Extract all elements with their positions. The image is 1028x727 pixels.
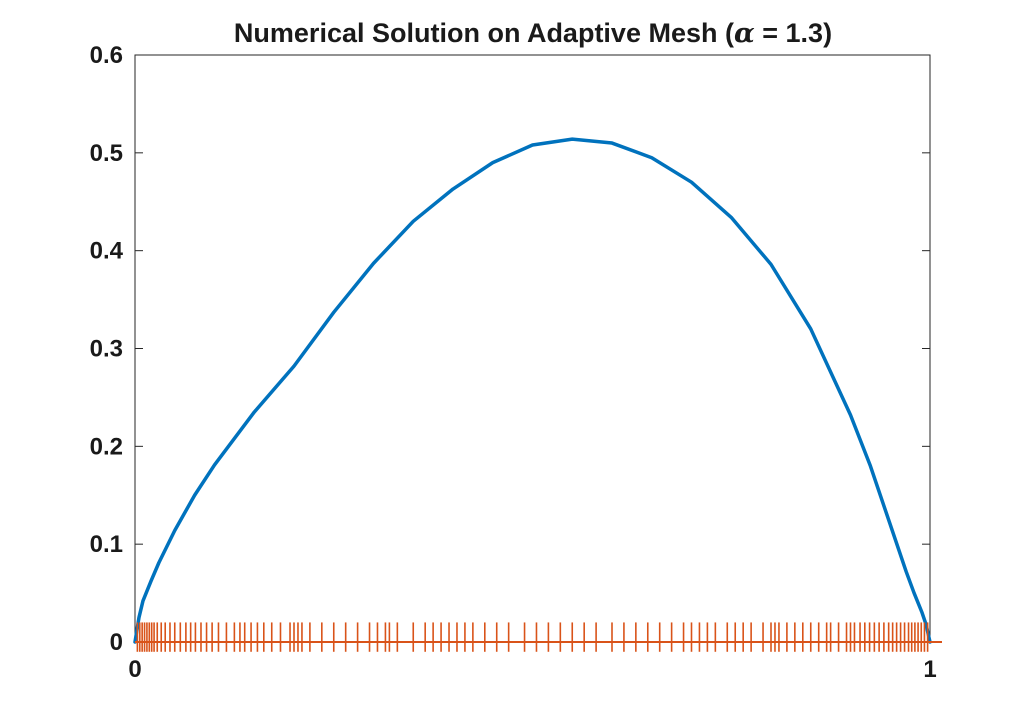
x-tick-label: 1 [923,656,936,683]
y-tick-label: 0.5 [90,140,123,167]
chart-title-symbol: α [734,18,755,49]
chart-title: Numerical Solution on Adaptive Mesh (α =… [234,18,832,49]
y-tick-label: 0.4 [90,238,124,265]
y-tick-label: 0.6 [90,42,123,69]
plot-area: 0 0.1 0.2 0.3 0.4 0.5 0.6 0 1 [90,42,942,683]
solution-curve [133,137,932,644]
y-tick-label: 0.1 [90,531,123,558]
y-tick-label: 0 [110,629,123,656]
chart-title-before: Numerical Solution on Adaptive Mesh ( [234,18,734,48]
chart-title-after: = 1.3) [755,18,832,48]
y-tick-label: 0.3 [90,336,123,363]
x-tick-label: 0 [128,656,141,683]
y-tick-label: 0.2 [90,433,123,460]
